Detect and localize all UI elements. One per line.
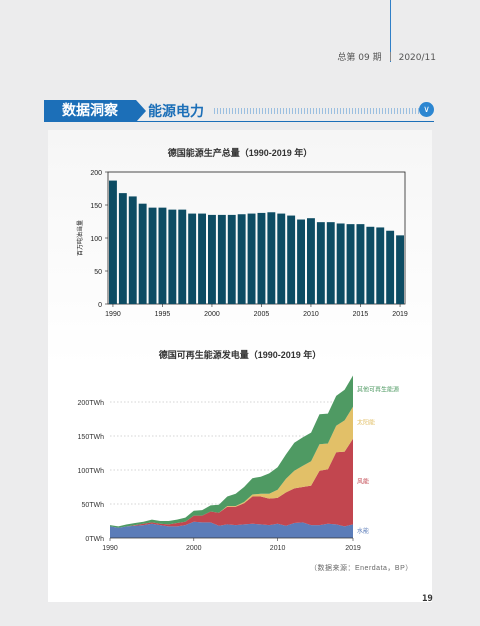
y-tick-label: 50 — [94, 269, 102, 276]
bar-2011 — [316, 222, 325, 304]
x-tick-label: 2019 — [392, 311, 408, 318]
bar-2017 — [376, 227, 385, 304]
bar-1997 — [178, 209, 187, 304]
chart-panel: 德国能源生产总量（1990-2019 年） 0 50 100 150 200 1990 19… — [48, 130, 432, 602]
renewable-generation-area-chart: 0TWh 50TWh 100TWh 150TWh 200TWh 1990 2000 2010 2… — [78, 375, 399, 552]
bar-2012 — [326, 222, 335, 304]
bar-1994 — [148, 207, 157, 304]
chart-title-renewables: 德国可再生能源发电量（1990-2019 年） — [158, 350, 322, 360]
bar-1999 — [198, 213, 206, 304]
y-tick-label: 150 — [90, 203, 102, 210]
bar-1990 — [109, 180, 117, 304]
issue-separator — [389, 52, 391, 61]
bar-2008 — [287, 215, 296, 304]
bar-2009 — [297, 219, 305, 304]
issue-info: 总第 09 期 2020/11 — [337, 50, 436, 63]
bar-2010 — [307, 218, 315, 304]
section-title: 能源电力 — [148, 103, 204, 119]
x-tick-label: 2005 — [254, 311, 270, 318]
bar-2005 — [257, 212, 266, 304]
x-tick-label: 2010 — [270, 545, 286, 552]
bar-2006 — [267, 212, 276, 304]
bar-1998 — [188, 213, 197, 304]
y-tick-label: 0 — [98, 302, 102, 309]
y-tick-label: 200 — [90, 170, 102, 177]
issue-number: 总第 09 期 — [337, 53, 382, 63]
section-underline — [44, 121, 434, 122]
y-axis-label: 百万吨油当量 — [76, 220, 84, 256]
area-series-其他可再生能源 — [110, 375, 353, 528]
x-tick-label: 2000 — [186, 545, 202, 552]
x-tick-label: 1990 — [102, 545, 118, 552]
x-tick-label: 1995 — [155, 311, 171, 318]
bar-1993 — [138, 203, 147, 304]
y-tick-label: 0TWh — [85, 536, 104, 543]
bar-2013 — [336, 223, 345, 304]
bar-2019 — [396, 235, 404, 304]
bar-2001 — [217, 214, 226, 304]
bar-1991 — [118, 193, 127, 304]
series-label-风能: 风能 — [357, 478, 369, 486]
x-tick-label: 2015 — [353, 311, 369, 318]
header-divider — [390, 0, 391, 62]
section-tag: 数据洞察 — [44, 100, 146, 122]
y-tick-label: 200TWh — [78, 400, 105, 407]
x-tick-label: 1990 — [105, 311, 121, 318]
chevron-down-icon[interactable]: ∨ — [419, 102, 434, 117]
y-tick-label: 100 — [90, 236, 102, 243]
issue-date: 2020/11 — [398, 53, 436, 63]
x-tick-label: 2010 — [303, 311, 319, 318]
bar-1996 — [168, 209, 177, 304]
bar-2016 — [366, 226, 375, 304]
bar-2007 — [277, 213, 286, 304]
section-hatch-decoration — [214, 108, 420, 114]
area-series-风能 — [110, 438, 353, 528]
energy-production-bar-chart: 0 50 100 150 200 1990 1995 2000 2005 2010 2015 2019… — [76, 170, 408, 318]
series-label-太阳能: 太阳能 — [357, 419, 375, 427]
bar-2002 — [227, 214, 236, 304]
series-label-其他可再生能源: 其他可再生能源 — [357, 385, 399, 393]
area-series-太阳能 — [110, 406, 353, 528]
x-tick-label: 2019 — [345, 545, 361, 552]
bar-2003 — [237, 214, 246, 304]
y-tick-label: 150TWh — [78, 434, 105, 441]
y-tick-label: 100TWh — [78, 468, 105, 475]
chart-title-production: 德国能源生产总量（1990-2019 年） — [167, 148, 313, 158]
bar-1995 — [158, 207, 167, 304]
bar-2018 — [386, 230, 395, 304]
data-source-note: （数据来源：Enerdata，BP） — [310, 565, 413, 572]
bar-2015 — [356, 224, 365, 304]
section-header: 数据洞察 能源电力 ∨ — [44, 100, 434, 122]
series-label-水能: 水能 — [357, 527, 369, 535]
area-series-水能 — [110, 521, 353, 538]
bar-2014 — [346, 224, 355, 304]
bar-1992 — [128, 196, 137, 304]
x-tick-label: 2000 — [204, 311, 220, 318]
page-number: 19 — [422, 594, 433, 604]
bar-2004 — [247, 213, 256, 304]
bar-2000 — [208, 214, 216, 304]
y-tick-label: 50TWh — [81, 502, 104, 509]
